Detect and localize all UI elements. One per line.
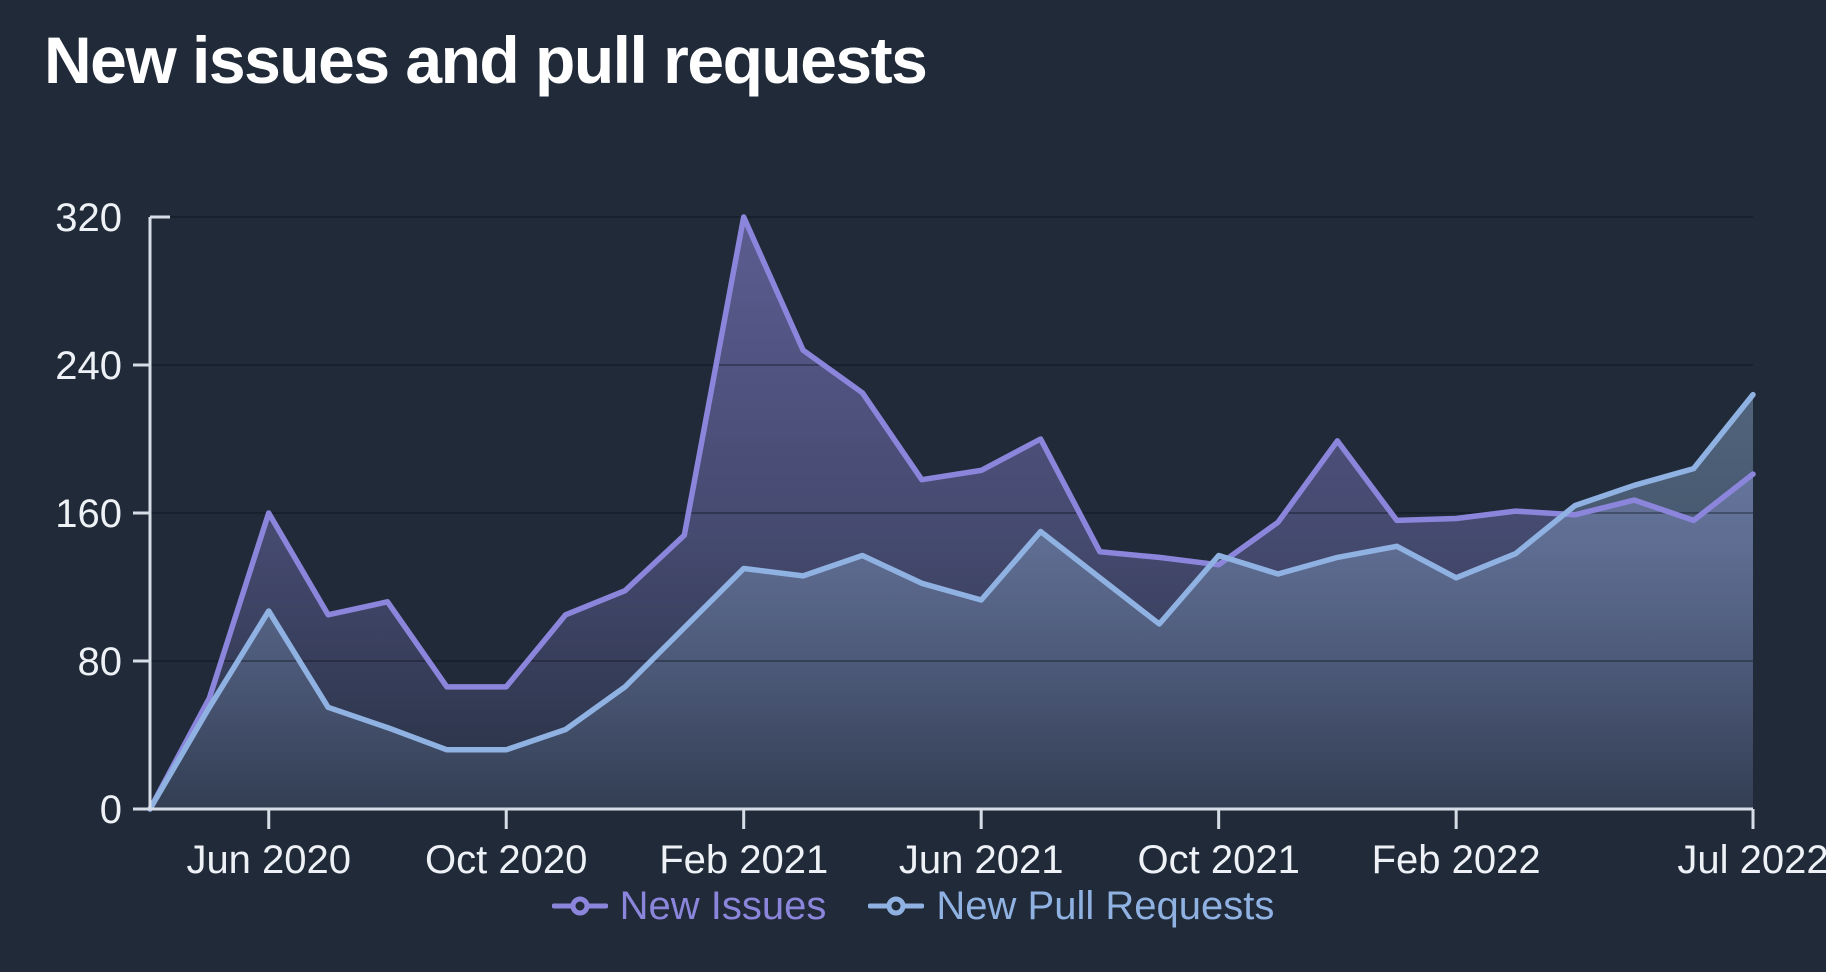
- pull-requests-area: [150, 394, 1753, 809]
- chart-legend: New Issues New Pull Requests: [0, 886, 1826, 926]
- y-tick-label-160: 160: [55, 492, 122, 536]
- legend-label: New Pull Requests: [936, 884, 1275, 928]
- legend-label: New Issues: [619, 884, 827, 928]
- legend-item-new-issues[interactable]: New Issues: [551, 884, 827, 928]
- x-tick-label-Jun-2020: Jun 2020: [186, 838, 351, 882]
- x-tick-label-Jul-2022: Jul 2022: [1677, 838, 1826, 882]
- x-tick-label-Oct-2020: Oct 2020: [425, 838, 587, 882]
- pull-requests-line: [147, 391, 1756, 812]
- legend-marker-icon: [868, 896, 925, 916]
- y-tick-label-80: 80: [78, 640, 123, 684]
- legend-marker-icon: [551, 896, 608, 916]
- issues-line: [147, 214, 1756, 812]
- legend-item-new-pull-requests[interactable]: New Pull Requests: [868, 886, 1274, 926]
- y-tick-label-320: 320: [55, 196, 122, 240]
- x-tick-label-Feb-2022: Feb 2022: [1372, 838, 1541, 882]
- y-tick-label-240: 240: [55, 344, 122, 388]
- y-tick-label-0: 0: [100, 788, 122, 832]
- page-title: New issues and pull requests: [44, 23, 928, 97]
- x-tick-label-Jun-2021: Jun 2021: [899, 838, 1064, 882]
- x-tick-label-Oct-2021: Oct 2021: [1138, 838, 1300, 882]
- x-tick-label-Feb-2021: Feb 2021: [659, 838, 828, 882]
